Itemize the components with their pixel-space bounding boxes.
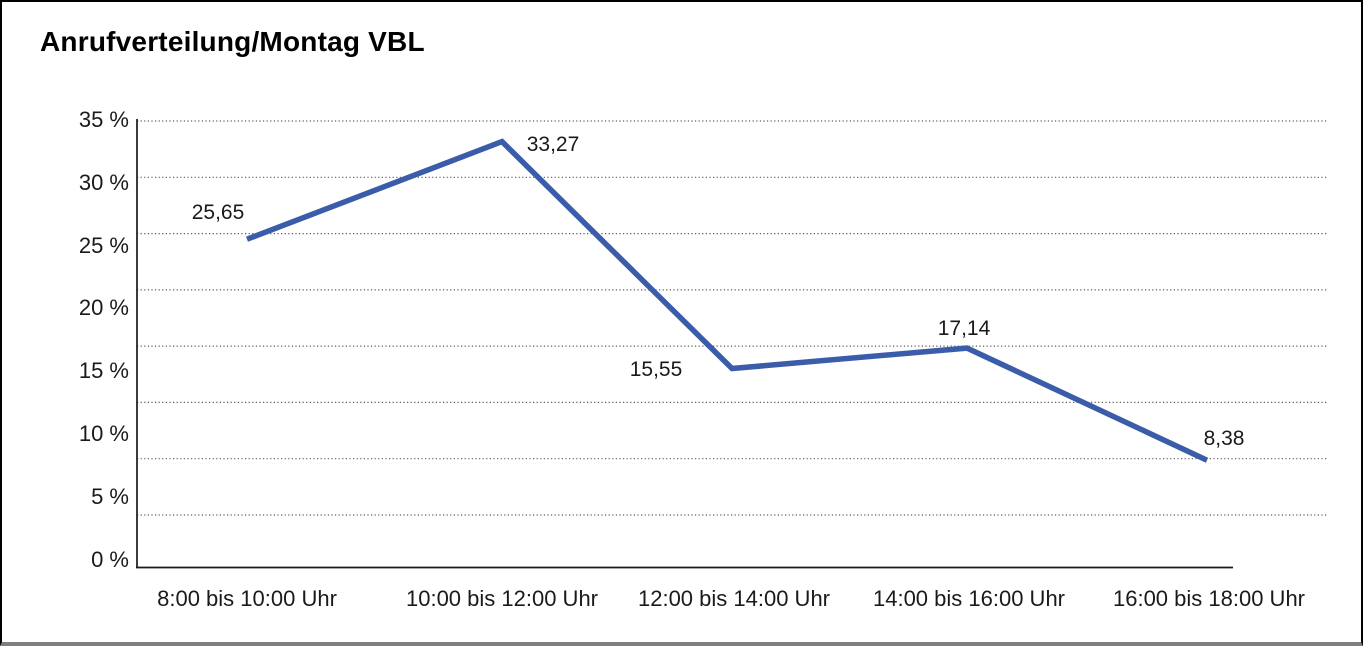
y-tick-label: 15 % [78,358,129,383]
series-line [246,138,1209,463]
y-tick-label: 25 % [78,233,129,258]
y-tick-label: 20 % [78,295,129,320]
y-tick-label: 30 % [78,170,129,195]
data-point-label: 25,65 [191,201,245,224]
data-point-label: 33,27 [526,133,580,156]
y-tick-label: 10 % [78,421,129,446]
y-tick-label: 35 % [78,107,129,132]
x-tick-label: 10:00 bis 12:00 Uhr [405,586,599,611]
data-point-label: 17,14 [937,317,991,340]
x-tick-label: 8:00 bis 10:00 Uhr [157,586,337,611]
x-tick-label: 16:00 bis 18:00 Uhr [1112,586,1306,611]
y-tick-label: 5 % [91,484,129,509]
data-point-label: 8,38 [1203,427,1245,450]
chart-title: Anrufverteilung/Montag VBL [40,26,425,57]
gridlines [137,120,1327,516]
y-tick-label: 0 % [91,547,129,572]
x-tick-label: 12:00 bis 14:00 Uhr [637,586,831,611]
data-point-label: 15,55 [629,358,683,381]
x-tick-label: 14:00 bis 16:00 Uhr [872,586,1066,611]
